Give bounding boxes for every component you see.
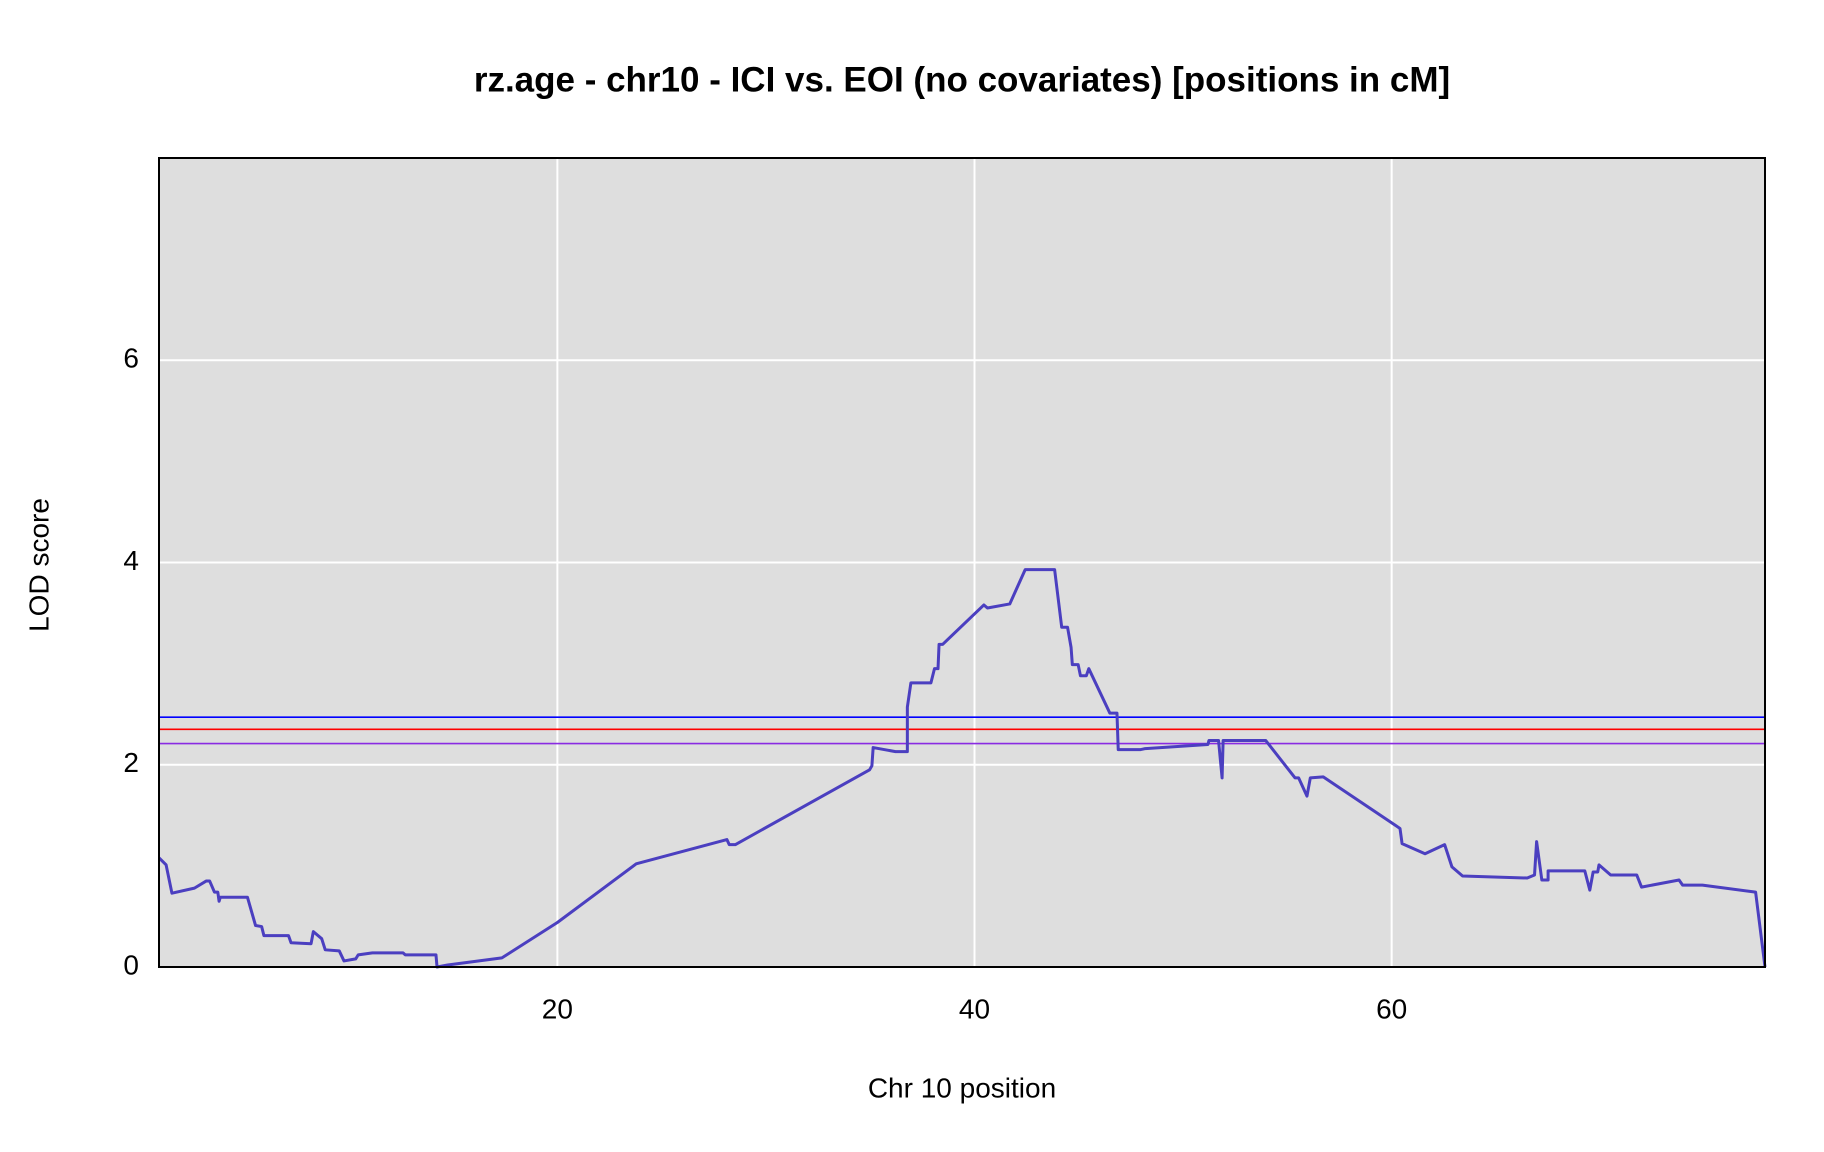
x-tick-label: 20 <box>542 993 573 1024</box>
y-tick-label: 0 <box>123 949 139 980</box>
y-tick-label: 2 <box>123 747 139 778</box>
x-tick-label: 60 <box>1376 993 1407 1024</box>
plot-frame <box>158 157 1766 968</box>
x-tick-label: 40 <box>959 993 990 1024</box>
chart-title: rz.age - chr10 - ICI vs. EOI (no covaria… <box>474 60 1450 99</box>
y-axis-label: LOD score <box>23 498 54 632</box>
y-tick-label: 4 <box>123 545 139 576</box>
y-tick-label: 6 <box>123 343 139 374</box>
x-axis-label: Chr 10 position <box>868 1072 1056 1103</box>
lod-curve <box>157 568 1767 969</box>
